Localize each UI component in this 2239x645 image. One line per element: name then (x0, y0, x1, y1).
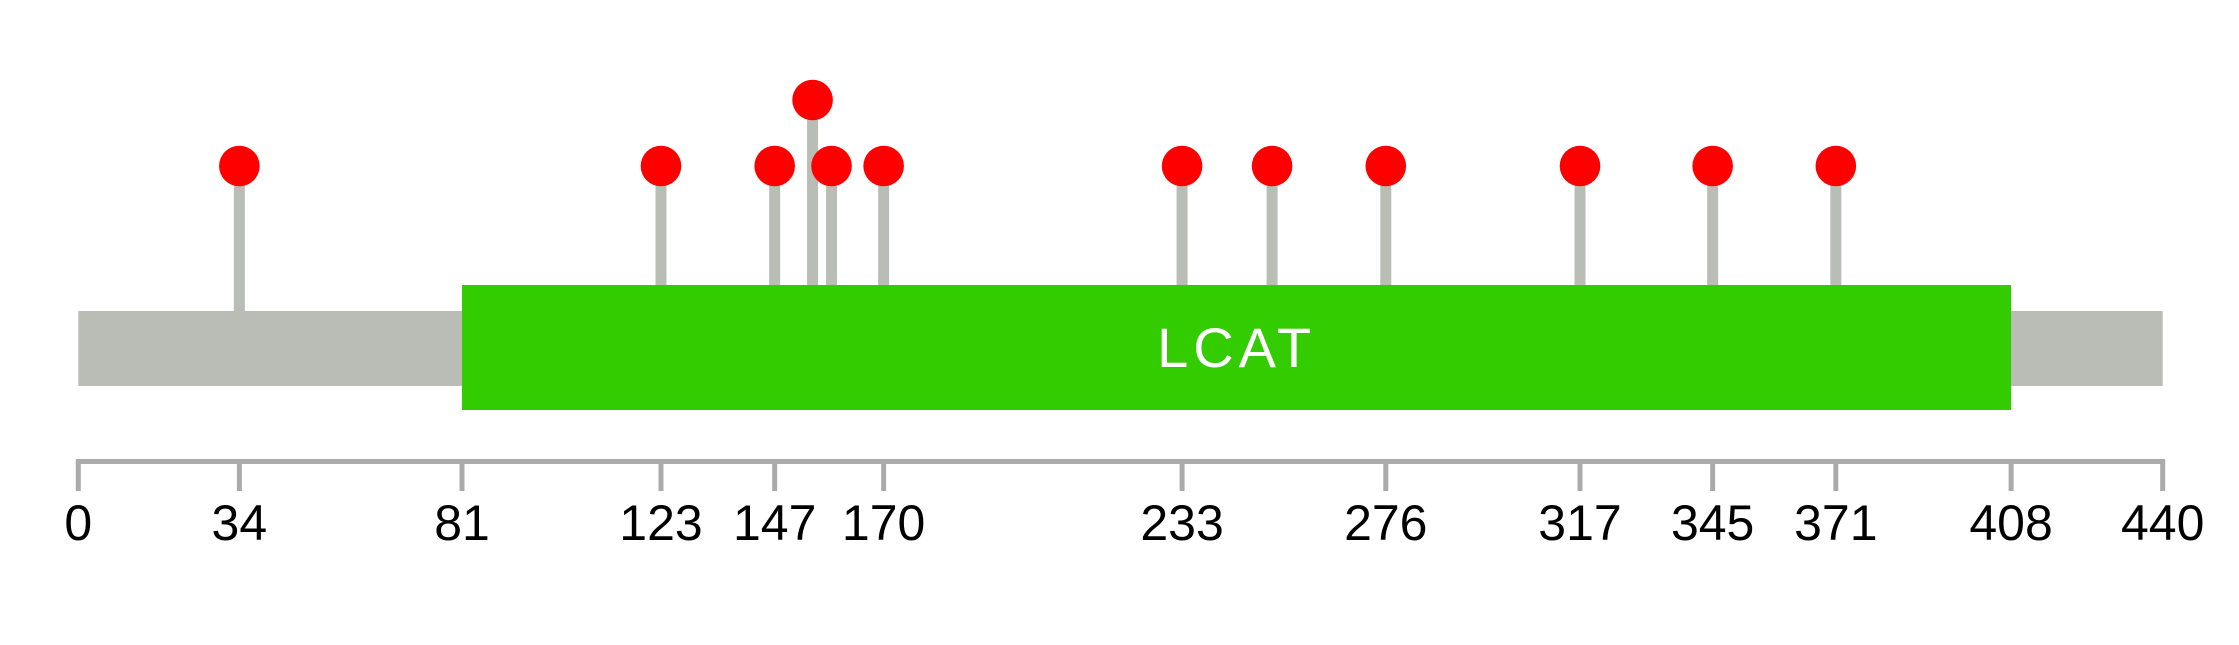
axis-tick-label: 276 (1344, 495, 1427, 551)
axis-tick-label: 81 (434, 495, 490, 551)
mutation-marker (863, 145, 904, 187)
mutation-marker (219, 145, 260, 187)
mutation-marker (792, 79, 833, 121)
mutation-marker (811, 145, 852, 187)
axis-tick-label: 345 (1671, 495, 1754, 551)
mutation-marker (754, 145, 795, 187)
axis-tick-label: 371 (1794, 495, 1877, 551)
axis-tick-label: 408 (1969, 495, 2052, 551)
mutation-marker (1815, 145, 1857, 187)
mutation-marker (640, 145, 682, 187)
mutation-marker (1559, 145, 1601, 187)
axis-tick-label: 317 (1538, 495, 1621, 551)
domain-label: LCAT (1157, 316, 1316, 379)
mutation-marker (1365, 145, 1407, 187)
mutation-markers (219, 79, 1857, 187)
domain-rect (462, 285, 2012, 410)
x-axis: 0 34 81 123 147 170 233 276 317 345 371 408 440 (64, 459, 2204, 551)
axis-tick-label: 233 (1140, 495, 1223, 551)
axis-tick-label: 0 (64, 495, 92, 551)
mutation-marker (1251, 145, 1293, 187)
axis-tick-label: 440 (2121, 495, 2204, 551)
axis-tick-label: 170 (842, 495, 925, 551)
mutation-marker (1161, 145, 1203, 187)
axis-tick-label: 123 (619, 495, 702, 551)
axis-tick-label: 147 (733, 495, 816, 551)
axis-tick-label: 34 (212, 495, 268, 551)
mutation-marker (1692, 145, 1733, 187)
